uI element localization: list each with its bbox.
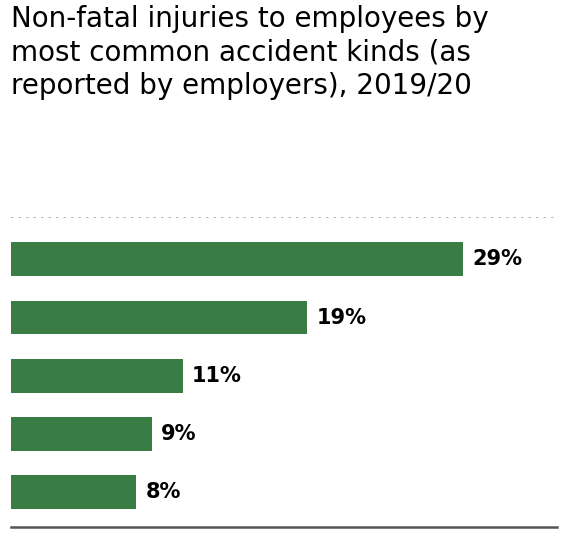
Bar (11, 417, 152, 451)
Bar (11, 301, 307, 335)
Text: 19%: 19% (317, 308, 367, 328)
Text: 11%: 11% (192, 366, 242, 386)
Text: 8%: 8% (145, 482, 181, 502)
Bar (11, 476, 136, 509)
Text: Non-fatal injuries to employees by
most common accident kinds (as
reported by em: Non-fatal injuries to employees by most … (11, 5, 489, 101)
Bar (11, 359, 183, 393)
Text: 9%: 9% (161, 424, 197, 444)
Text: 29%: 29% (473, 250, 523, 270)
Bar (11, 243, 463, 276)
